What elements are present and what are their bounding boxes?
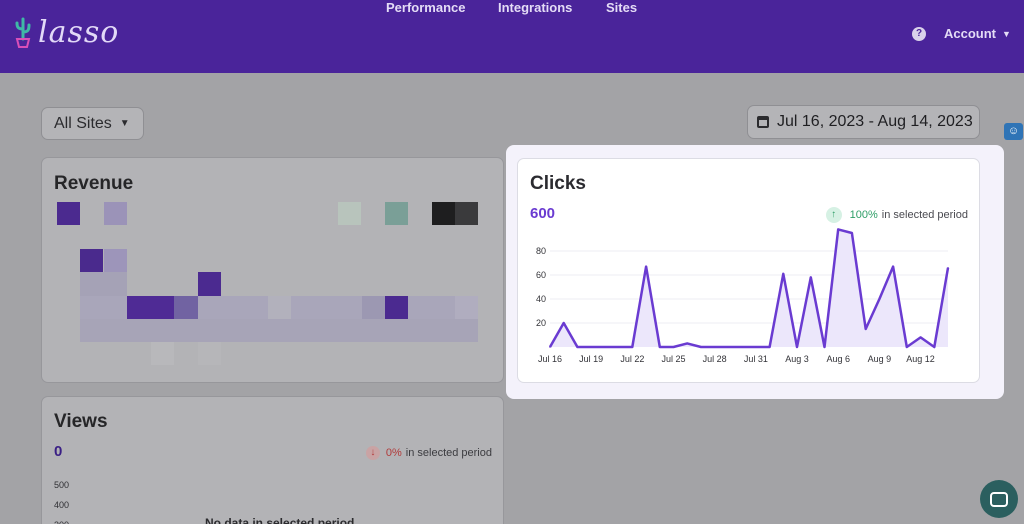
- clicks-data-point: [878, 298, 881, 300]
- clicks-data-point: [658, 346, 661, 348]
- chevron-down-icon: ▼: [1002, 28, 1011, 39]
- y-tick-label: 80: [536, 246, 546, 256]
- x-tick-label: Jul 16: [538, 354, 562, 364]
- views-empty-message: No data in selected period: [205, 516, 355, 524]
- clicks-data-point: [906, 346, 908, 348]
- feedback-icon[interactable]: ☺: [1004, 123, 1023, 140]
- clicks-data-point: [562, 322, 565, 324]
- clicks-data-point: [713, 346, 716, 348]
- clicks-chart: 20 40 60 80 Jul 16 Jul 19 Jul 22 Jul 25 Jul 28 Ju…: [536, 228, 950, 364]
- x-tick-label: Aug 6: [826, 354, 850, 364]
- clicks-data-point: [617, 346, 620, 348]
- site-selector-dropdown[interactable]: All Sites ▼: [41, 107, 144, 140]
- account-menu[interactable]: ? Account ▼: [912, 26, 1011, 41]
- x-tick-label: Aug 3: [785, 354, 809, 364]
- date-range-picker[interactable]: Jul 16, 2023 - Aug 14, 2023: [747, 105, 980, 139]
- views-title: Views: [54, 411, 108, 432]
- views-card: Views 0 ↓ 0% in selected period 500 400 …: [41, 396, 504, 524]
- site-selector-value: All Sites: [54, 114, 112, 132]
- lasso-logo[interactable]: lasso: [12, 12, 119, 52]
- app-name: lasso: [38, 14, 120, 50]
- top-nav-bar: lasso Performance Integrations Sites ? A…: [0, 0, 1024, 73]
- clicks-title: Clicks: [530, 173, 586, 194]
- x-tick-label: Jul 25: [662, 354, 686, 364]
- x-tick-label: Jul 22: [620, 354, 644, 364]
- y-tick-label: 40: [536, 294, 546, 304]
- clicks-data-point: [645, 265, 647, 268]
- clicks-value: 600: [530, 205, 556, 222]
- views-change-text: in selected period: [405, 447, 492, 459]
- clicks-line: [548, 228, 950, 349]
- calendar-icon: [757, 116, 769, 128]
- cactus-icon: [15, 17, 31, 48]
- date-range-value: Jul 16, 2023 - Aug 14, 2023: [777, 113, 973, 130]
- chat-icon: [990, 491, 1008, 507]
- x-tick-label: Jul 19: [579, 354, 603, 364]
- caret-down-icon: ▼: [119, 118, 130, 129]
- help-icon[interactable]: ?: [912, 26, 926, 41]
- views-y-tick: 400: [54, 500, 70, 510]
- clicks-data-point: [672, 346, 675, 348]
- clicks-area: [550, 229, 948, 347]
- views-change-pct: 0%: [385, 447, 402, 459]
- clicks-data-point: [823, 346, 826, 348]
- account-label: Account: [944, 26, 996, 41]
- clicks-data-point: [768, 346, 771, 348]
- views-y-tick: 300: [54, 520, 69, 524]
- clicks-data-point: [933, 346, 936, 348]
- clicks-data-point: [549, 346, 551, 348]
- clicks-data-point: [727, 346, 730, 348]
- clicks-data-point: [700, 346, 702, 348]
- clicks-data-point: [864, 328, 867, 330]
- clicks-data-point: [590, 346, 592, 348]
- clicks-data-point: [851, 232, 853, 234]
- clicks-change-pct: 100%: [849, 209, 878, 221]
- arrow-down-icon: ↓: [365, 446, 380, 460]
- x-tick-label: Aug 12: [906, 354, 935, 364]
- views-y-tick: 500: [54, 480, 70, 490]
- clicks-change: ↑ 100% in selected period: [825, 207, 968, 223]
- arrow-up-icon: ↑: [825, 207, 842, 223]
- nav-performance[interactable]: Performance: [386, 0, 466, 15]
- clicks-data-point: [837, 228, 840, 231]
- clicks-data-point: [796, 346, 798, 348]
- clicks-data-point: [604, 346, 606, 348]
- clicks-card: Clicks 600 ↑ 100% in selected period 20 4…: [517, 158, 980, 383]
- clicks-data-point: [741, 346, 743, 348]
- clicks-data-point: [782, 273, 785, 275]
- clicks-data-point: [631, 346, 634, 348]
- nav-sites[interactable]: Sites: [606, 0, 638, 15]
- clicks-data-point: [947, 267, 949, 269]
- clicks-data-point: [892, 265, 894, 268]
- chat-button[interactable]: [980, 480, 1018, 518]
- clicks-data-point: [919, 336, 922, 339]
- revenue-title: Revenue: [54, 173, 134, 194]
- clicks-data-point: [809, 276, 812, 279]
- clicks-data-point: [576, 346, 579, 348]
- y-tick-label: 20: [536, 318, 546, 328]
- views-value: 0: [54, 443, 63, 460]
- nav-integrations[interactable]: Integrations: [498, 0, 573, 15]
- y-tick-label: 60: [536, 270, 546, 280]
- x-tick-label: Jul 28: [703, 354, 727, 364]
- x-tick-label: Jul 31: [744, 354, 768, 364]
- clicks-data-point: [686, 342, 689, 345]
- revenue-card: Revenue: [41, 157, 504, 383]
- clicks-change-text: in selected period: [881, 209, 968, 221]
- x-tick-label: Aug 9: [868, 354, 892, 364]
- views-change: ↓ 0% in selected period: [365, 446, 492, 460]
- clicks-data-point: [755, 346, 757, 348]
